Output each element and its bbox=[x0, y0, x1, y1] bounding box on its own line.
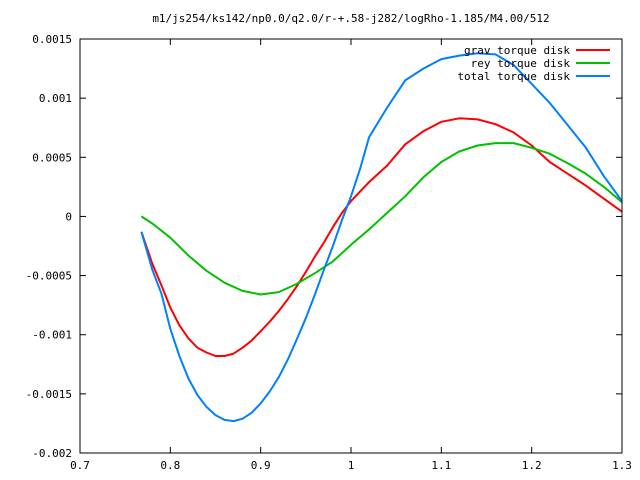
y-tick-label: -0.0015 bbox=[26, 388, 72, 401]
x-tick-label: 1.3 bbox=[612, 459, 632, 472]
series-line-grav-torque-disk bbox=[140, 117, 623, 357]
x-tick-label: 1 bbox=[348, 459, 355, 472]
x-tick-label: 0.7 bbox=[70, 459, 90, 472]
y-tick-label: 0.0015 bbox=[32, 33, 72, 46]
y-tick-label: -0.002 bbox=[32, 447, 72, 460]
y-tick-label: 0.0005 bbox=[32, 151, 72, 164]
legend-label: rey torque disk bbox=[471, 57, 571, 70]
plot-frame bbox=[79, 38, 623, 454]
series-layer bbox=[140, 52, 623, 423]
legend-label: grav torque disk bbox=[464, 44, 570, 57]
y-tick-label: 0 bbox=[65, 210, 72, 223]
y-tick-label: -0.0005 bbox=[26, 270, 72, 283]
y-tick-label: -0.001 bbox=[32, 329, 72, 342]
x-tick-label: 1.2 bbox=[522, 459, 542, 472]
x-axis-ticks: 0.7 0.8 0.9 1 1.1 1.2 1.3 bbox=[70, 39, 632, 472]
x-tick-label: 0.8 bbox=[160, 459, 180, 472]
x-tick-label: 0.9 bbox=[251, 459, 271, 472]
x-tick-label: 1.1 bbox=[431, 459, 451, 472]
y-axis-ticks: -0.002 -0.0015 -0.001 -0.0005 0 0.0005 0.001 0.… bbox=[26, 33, 622, 460]
legend-label: total torque disk bbox=[457, 70, 570, 83]
series-line-total-torque-disk bbox=[140, 52, 623, 423]
series-line-rey-torque-disk bbox=[140, 142, 623, 296]
y-tick-label: 0.001 bbox=[39, 92, 72, 105]
chart-title: m1/js254/ks142/np0.0/q2.0/r-+.58-j282/lo… bbox=[152, 12, 549, 25]
